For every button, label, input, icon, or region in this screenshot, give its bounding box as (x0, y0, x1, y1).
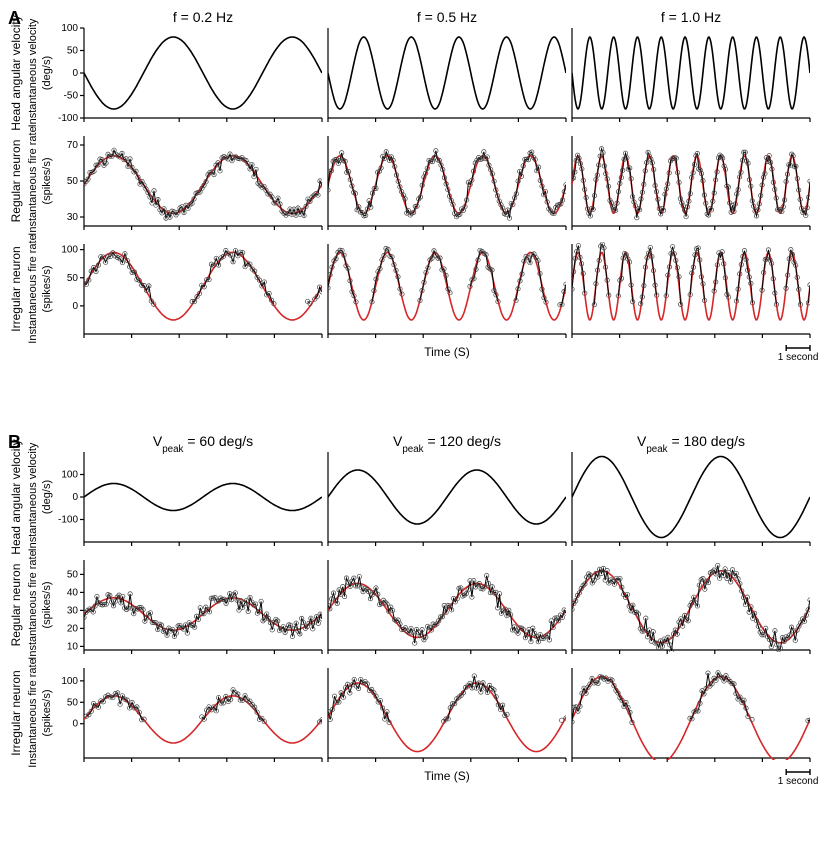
svg-text:50: 50 (67, 176, 79, 187)
svg-text:50: 50 (67, 273, 79, 284)
svg-text:Time (S): Time (S) (424, 769, 470, 783)
svg-text:100: 100 (61, 470, 78, 481)
svg-text:20: 20 (67, 623, 79, 634)
svg-text:f = 1.0 Hz: f = 1.0 Hz (661, 9, 721, 25)
svg-text:50: 50 (67, 46, 79, 57)
svg-text:Irregular neuron: Irregular neuron (9, 670, 23, 755)
svg-text:40: 40 (67, 587, 79, 598)
svg-text:(deg/s): (deg/s) (41, 56, 53, 90)
svg-text:0: 0 (72, 719, 78, 730)
svg-text:30: 30 (67, 605, 79, 616)
svg-text:Head angular velocity: Head angular velocity (9, 15, 23, 130)
svg-text:Regular neuron: Regular neuron (9, 564, 23, 647)
svg-text:Head angular velocity: Head angular velocity (9, 439, 23, 554)
svg-text:1 second: 1 second (778, 352, 819, 363)
svg-text:Instantaneous fire rate: Instantaneous fire rate (27, 550, 39, 659)
svg-text:f = 0.5 Hz: f = 0.5 Hz (417, 9, 477, 25)
svg-text:Instantaneous fire rate: Instantaneous fire rate (27, 126, 39, 235)
svg-text:50: 50 (67, 697, 79, 708)
svg-text:10: 10 (67, 641, 79, 652)
svg-text:Vpeak = 60 deg/s: Vpeak = 60 deg/s (153, 433, 253, 455)
svg-text:Instantaneous fire rate: Instantaneous fire rate (27, 234, 39, 343)
figure-svg: Af = 0.2 Hzf = 0.5 Hzf = 1.0 HzHead angu… (0, 0, 825, 845)
svg-text:Instantaneous fire rate: Instantaneous fire rate (27, 658, 39, 767)
svg-text:100: 100 (61, 23, 78, 34)
svg-text:(deg/s): (deg/s) (41, 480, 53, 514)
svg-text:100: 100 (61, 676, 78, 687)
svg-text:Vpeak = 120 deg/s: Vpeak = 120 deg/s (393, 433, 501, 455)
svg-text:Regular neuron: Regular neuron (9, 140, 23, 223)
svg-text:0: 0 (72, 68, 78, 79)
svg-text:0: 0 (72, 492, 78, 503)
svg-text:-100: -100 (58, 113, 78, 124)
svg-text:f = 0.2 Hz: f = 0.2 Hz (173, 9, 233, 25)
svg-text:100: 100 (61, 245, 78, 256)
svg-text:Vpeak = 180 deg/s: Vpeak = 180 deg/s (637, 433, 745, 455)
svg-text:70: 70 (67, 140, 79, 151)
svg-text:1 second: 1 second (778, 776, 819, 787)
svg-text:0: 0 (72, 301, 78, 312)
svg-text:-50: -50 (64, 91, 79, 102)
svg-text:Instantaneous velocity: Instantaneous velocity (27, 442, 39, 551)
svg-text:Time (S): Time (S) (424, 345, 470, 359)
svg-text:(spikes/s): (spikes/s) (41, 581, 53, 628)
svg-text:Instantaneous velocity: Instantaneous velocity (27, 18, 39, 127)
svg-text:(spikes/s): (spikes/s) (41, 265, 53, 312)
svg-text:Irregular neuron: Irregular neuron (9, 246, 23, 331)
svg-text:(spikes/s): (spikes/s) (41, 689, 53, 736)
svg-text:30: 30 (67, 212, 79, 223)
svg-text:50: 50 (67, 569, 79, 580)
svg-text:-100: -100 (58, 515, 78, 526)
svg-text:(spikes/s): (spikes/s) (41, 157, 53, 204)
